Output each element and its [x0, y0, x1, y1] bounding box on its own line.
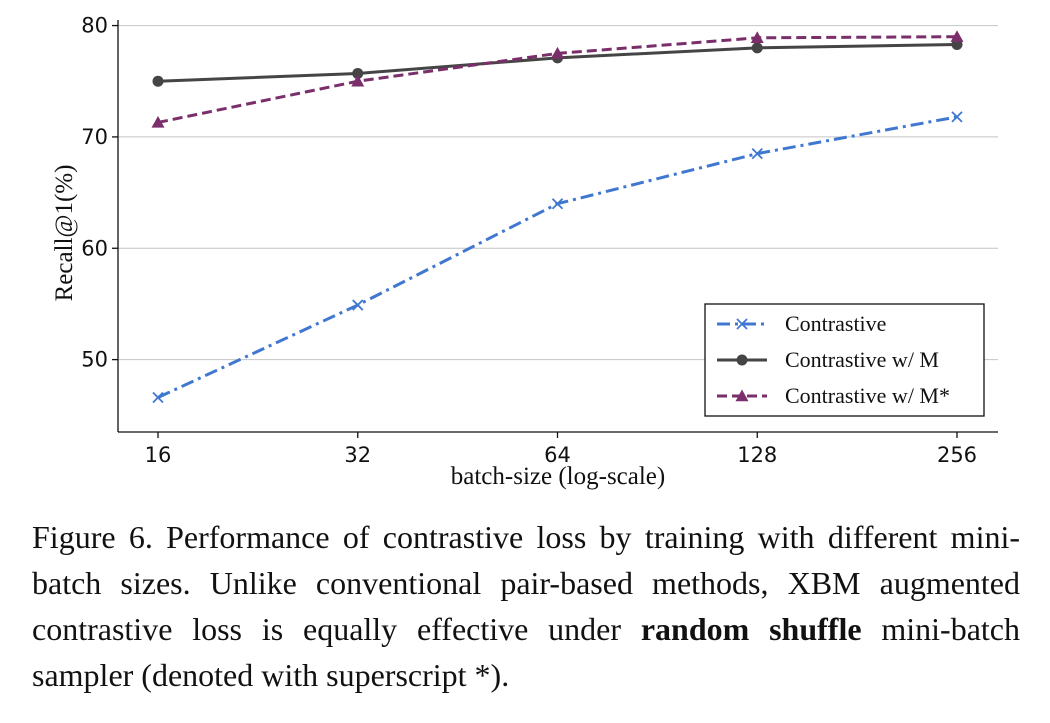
- x-tick-label-16: 16: [145, 443, 172, 467]
- y-tick-label-60: 60: [81, 236, 108, 260]
- legend: Contrastive Contrastive w/ M Contrastive w…: [704, 303, 985, 417]
- y-tick-label-70: 70: [81, 125, 108, 149]
- legend-marker-1: [736, 354, 748, 366]
- legend-marker-0: [736, 318, 748, 330]
- y-tick-label-80: 80: [81, 14, 108, 38]
- x-tick-label-64: 64: [544, 443, 571, 467]
- data-point-2-4: [950, 30, 964, 42]
- data-point-1-3: [751, 42, 763, 54]
- y-tick-label-50: 50: [81, 348, 108, 372]
- data-point-0-4: [951, 111, 963, 123]
- data-point-2-2: [551, 46, 564, 59]
- x-tick-label-256: 256: [937, 443, 977, 467]
- legend-label-1: Contrastive w/ M: [785, 347, 939, 372]
- data-point-0-1: [352, 299, 364, 311]
- data-point-0-2: [551, 198, 564, 210]
- legend-label-0: Contrastive: [785, 311, 886, 336]
- figure-caption: Figure 6. Performance of contrastive los…: [32, 514, 1020, 698]
- data-point-2-0: [151, 115, 165, 128]
- series-0: [152, 111, 963, 404]
- data-point-0-3: [751, 147, 763, 160]
- legend-label-2: Contrastive w/ M*: [785, 383, 950, 408]
- caption-text-end: mini-batch sampler (denoted with supersc…: [32, 611, 1021, 693]
- axes: 50 60 70 80 16 32 64 128 256: [81, 14, 998, 467]
- data-point-1-1: [352, 67, 364, 79]
- data-point-2-3: [750, 31, 764, 44]
- legend-marker-2: [735, 389, 749, 402]
- y-axis-label: Recall@1(%): [51, 165, 78, 302]
- data-point-2-1: [351, 74, 365, 87]
- data-point-1-0: [152, 75, 164, 87]
- x-axis-label: batch-size (log-scale): [451, 463, 665, 490]
- caption-bold-text: random shuffle: [640, 611, 862, 647]
- series-group: [151, 30, 964, 404]
- caption-text: Figure 6. Performance of contrastive los…: [32, 519, 1020, 647]
- x-tick-label-32: 32: [344, 443, 371, 467]
- x-tick-label-128: 128: [737, 443, 777, 467]
- data-point-0-0: [152, 391, 164, 404]
- series-2: [151, 30, 964, 128]
- series-1: [152, 38, 963, 87]
